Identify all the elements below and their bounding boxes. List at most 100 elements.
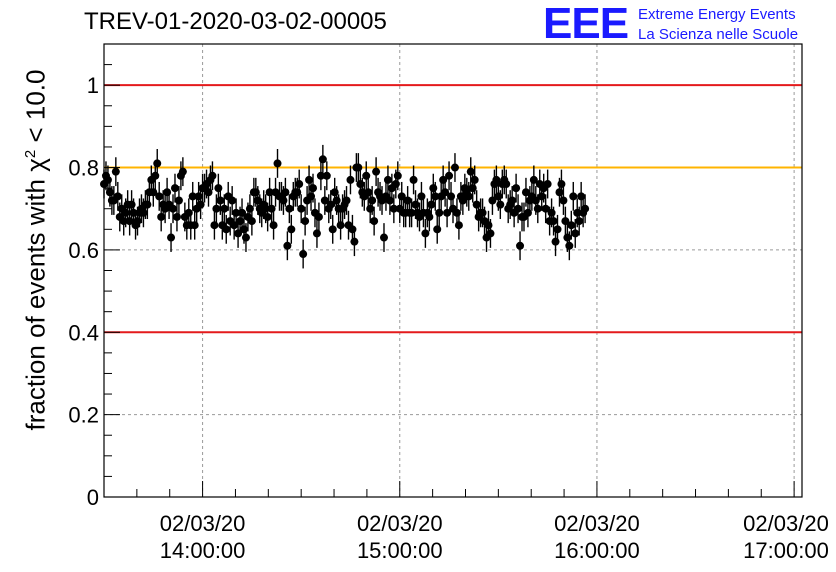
- data-point: [443, 208, 452, 217]
- data-point: [508, 196, 517, 205]
- data-point: [316, 171, 325, 180]
- data-point: [113, 192, 122, 201]
- data-point: [553, 225, 562, 234]
- data-point: [350, 237, 359, 246]
- data-point: [569, 192, 578, 201]
- data-point: [516, 241, 525, 250]
- data-point: [318, 155, 327, 164]
- data-point: [571, 229, 580, 238]
- data-point: [385, 196, 394, 205]
- data-point: [549, 217, 558, 226]
- data-point: [561, 217, 570, 226]
- data-point: [372, 167, 381, 176]
- x-tick-label-date: 02/03/20: [160, 511, 246, 536]
- eee-logo: EEE Extreme Energy Events La Scienza nel…: [543, 2, 833, 46]
- data-point: [486, 229, 495, 238]
- data-point: [214, 184, 223, 193]
- data-point: [454, 221, 463, 230]
- x-tick-label-time: 15:00:00: [357, 538, 443, 563]
- data-point: [472, 200, 481, 209]
- data-point: [105, 188, 114, 197]
- data-point: [496, 200, 505, 209]
- data-point: [295, 180, 304, 189]
- data-point: [239, 225, 248, 234]
- y-tick-label: 0.6: [68, 238, 99, 263]
- data-point: [121, 208, 130, 217]
- data-point: [312, 229, 321, 238]
- data-point: [330, 188, 339, 197]
- data-point: [111, 167, 120, 176]
- data-point: [529, 175, 538, 184]
- data-point: [555, 188, 564, 197]
- x-tick-label-date: 02/03/20: [357, 511, 443, 536]
- data-point: [178, 167, 187, 176]
- data-point: [370, 217, 379, 226]
- data-point: [559, 196, 568, 205]
- data-point: [169, 204, 178, 213]
- data-point: [267, 204, 276, 213]
- data-point: [125, 217, 134, 226]
- data-point: [565, 241, 574, 250]
- data-point: [581, 204, 590, 213]
- data-point: [551, 237, 560, 246]
- data-point: [269, 221, 278, 230]
- data-point: [247, 217, 256, 226]
- data-point: [222, 225, 231, 234]
- data-point: [575, 217, 584, 226]
- data-point: [301, 217, 310, 226]
- data-point: [232, 208, 241, 217]
- data-point: [429, 184, 438, 193]
- data-point: [293, 188, 302, 197]
- data-point: [208, 171, 217, 180]
- data-point: [492, 175, 501, 184]
- data-point: [397, 192, 406, 201]
- data-point: [336, 221, 345, 230]
- data-point: [328, 225, 337, 234]
- data-point: [220, 204, 229, 213]
- data-point: [464, 192, 473, 201]
- data-point: [403, 196, 412, 205]
- data-point: [133, 217, 142, 226]
- data-point: [151, 171, 160, 180]
- data-point: [348, 225, 357, 234]
- data-point: [537, 192, 546, 201]
- data-point: [236, 217, 245, 226]
- data-point: [391, 180, 400, 189]
- data-point: [364, 188, 373, 197]
- data-point: [163, 188, 172, 197]
- data-point: [263, 212, 272, 221]
- data-point: [533, 204, 542, 213]
- data-point: [543, 180, 552, 189]
- data-point: [411, 200, 420, 209]
- data-point: [502, 180, 511, 189]
- data-point: [389, 204, 398, 213]
- data-points: [100, 144, 590, 269]
- data-point: [431, 192, 440, 201]
- data-point: [139, 208, 148, 217]
- chart-title: TREV-01-2020-03-02-00005: [84, 8, 387, 35]
- data-point: [393, 171, 402, 180]
- data-point: [279, 196, 288, 205]
- tick-labels: 00.20.40.60.8102/03/2014:00:0002/03/2015…: [68, 73, 828, 563]
- data-point: [557, 180, 566, 189]
- data-point: [494, 192, 503, 201]
- data-point: [127, 200, 136, 209]
- y-tick-label: 1: [87, 73, 99, 98]
- data-point: [452, 208, 461, 217]
- data-point: [322, 171, 331, 180]
- data-point: [216, 196, 225, 205]
- data-point: [366, 204, 375, 213]
- data-point: [541, 204, 550, 213]
- data-point: [283, 241, 292, 250]
- data-point: [167, 233, 176, 242]
- data-point: [228, 196, 237, 205]
- data-point: [210, 221, 219, 230]
- data-point: [314, 212, 323, 221]
- data-point: [238, 208, 247, 217]
- data-point: [435, 208, 444, 217]
- y-tick-label: 0.8: [68, 156, 99, 181]
- data-point: [190, 221, 199, 230]
- data-point: [488, 196, 497, 205]
- data-point: [212, 204, 221, 213]
- data-point: [468, 184, 477, 193]
